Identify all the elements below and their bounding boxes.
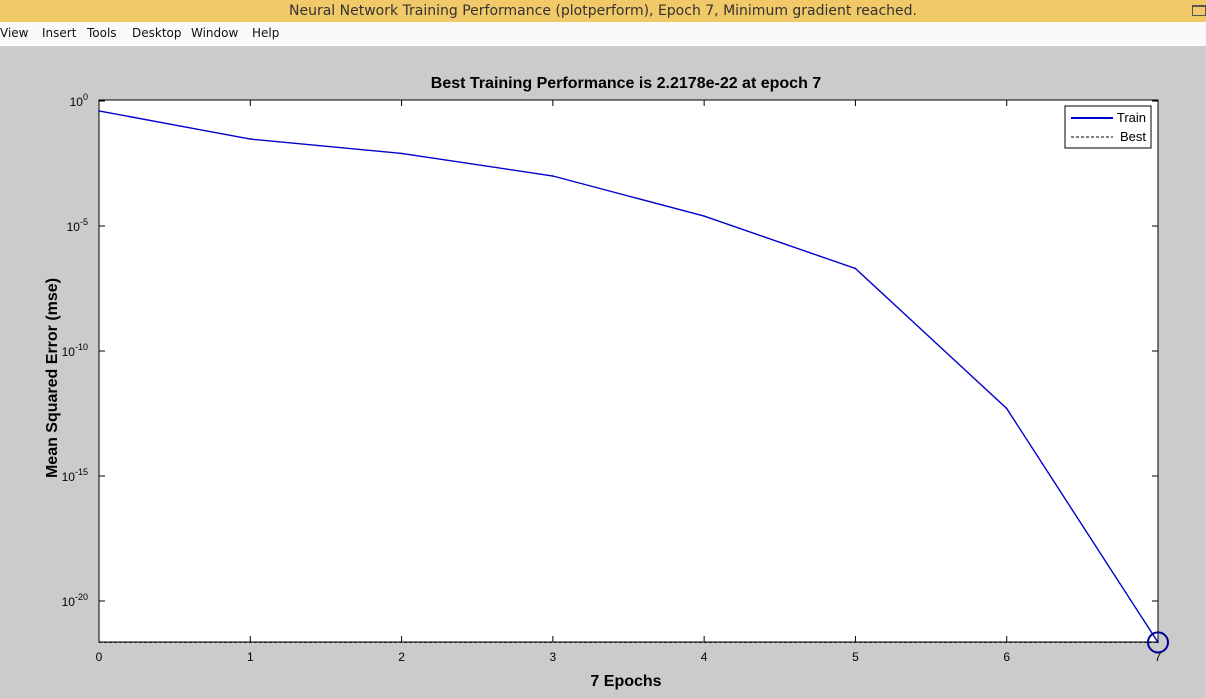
train-series-line [98,110,1159,643]
menu-desktop[interactable]: Desktop [132,26,182,40]
y-axis-label: Mean Squared Error (mse) [44,278,61,478]
window-titlebar: Neural Network Training Performance (plo… [0,0,1206,22]
x-tick-label: 4 [701,650,708,664]
legend: Train Best [1064,105,1152,149]
menu-help[interactable]: Help [252,26,280,40]
window-title: Neural Network Training Performance (plo… [289,3,917,19]
train-data-point [552,175,554,177]
menu-view[interactable]: View [0,26,29,40]
figure-canvas: Best Training Performance is 2.2178e-22 … [0,47,1206,698]
x-tick-label: 7 [1155,650,1162,664]
menu-insert[interactable]: Insert [42,26,77,40]
train-data-point [400,152,403,155]
y-tick-label: 10-20 [62,592,88,609]
x-tick-label: 3 [550,650,557,664]
performance-chart: Best Training Performance is 2.2178e-22 … [44,75,1169,690]
legend-box [1064,105,1152,149]
menu-window[interactable]: Window [191,26,239,40]
train-data-point [249,138,252,140]
x-tick-label: 0 [96,650,103,664]
data-series [98,100,1169,654]
train-data-point [1005,407,1008,410]
axis-ticks: 0 1 2 3 4 5 6 7 100 10-5 10-10 10-15 10-20 [62,92,1162,664]
legend-train-label: Train [1117,110,1146,125]
plot-area [98,99,1159,643]
y-tick-label: 10-10 [62,342,88,359]
x-tick-label: 5 [852,650,859,664]
menu-bar: View Insert Tools Desktop Window Help [0,22,1206,47]
x-tick-label: 2 [398,650,405,664]
maximize-button[interactable] [1192,5,1206,16]
x-tick-label: 1 [247,650,254,664]
menu-tools[interactable]: Tools [87,26,117,40]
x-tick-label: 6 [1003,650,1010,664]
train-data-point [854,267,857,270]
best-marker [1147,631,1169,654]
x-axis-label: 7 Epochs [590,673,661,690]
train-data-point [703,215,705,217]
legend-best-label: Best [1120,129,1146,144]
y-tick-label: 100 [70,92,88,109]
chart-title: Best Training Performance is 2.2178e-22 … [431,75,821,92]
train-data-point [98,110,100,112]
y-tick-label: 10-5 [67,217,88,234]
y-tick-label: 10-15 [62,467,88,484]
